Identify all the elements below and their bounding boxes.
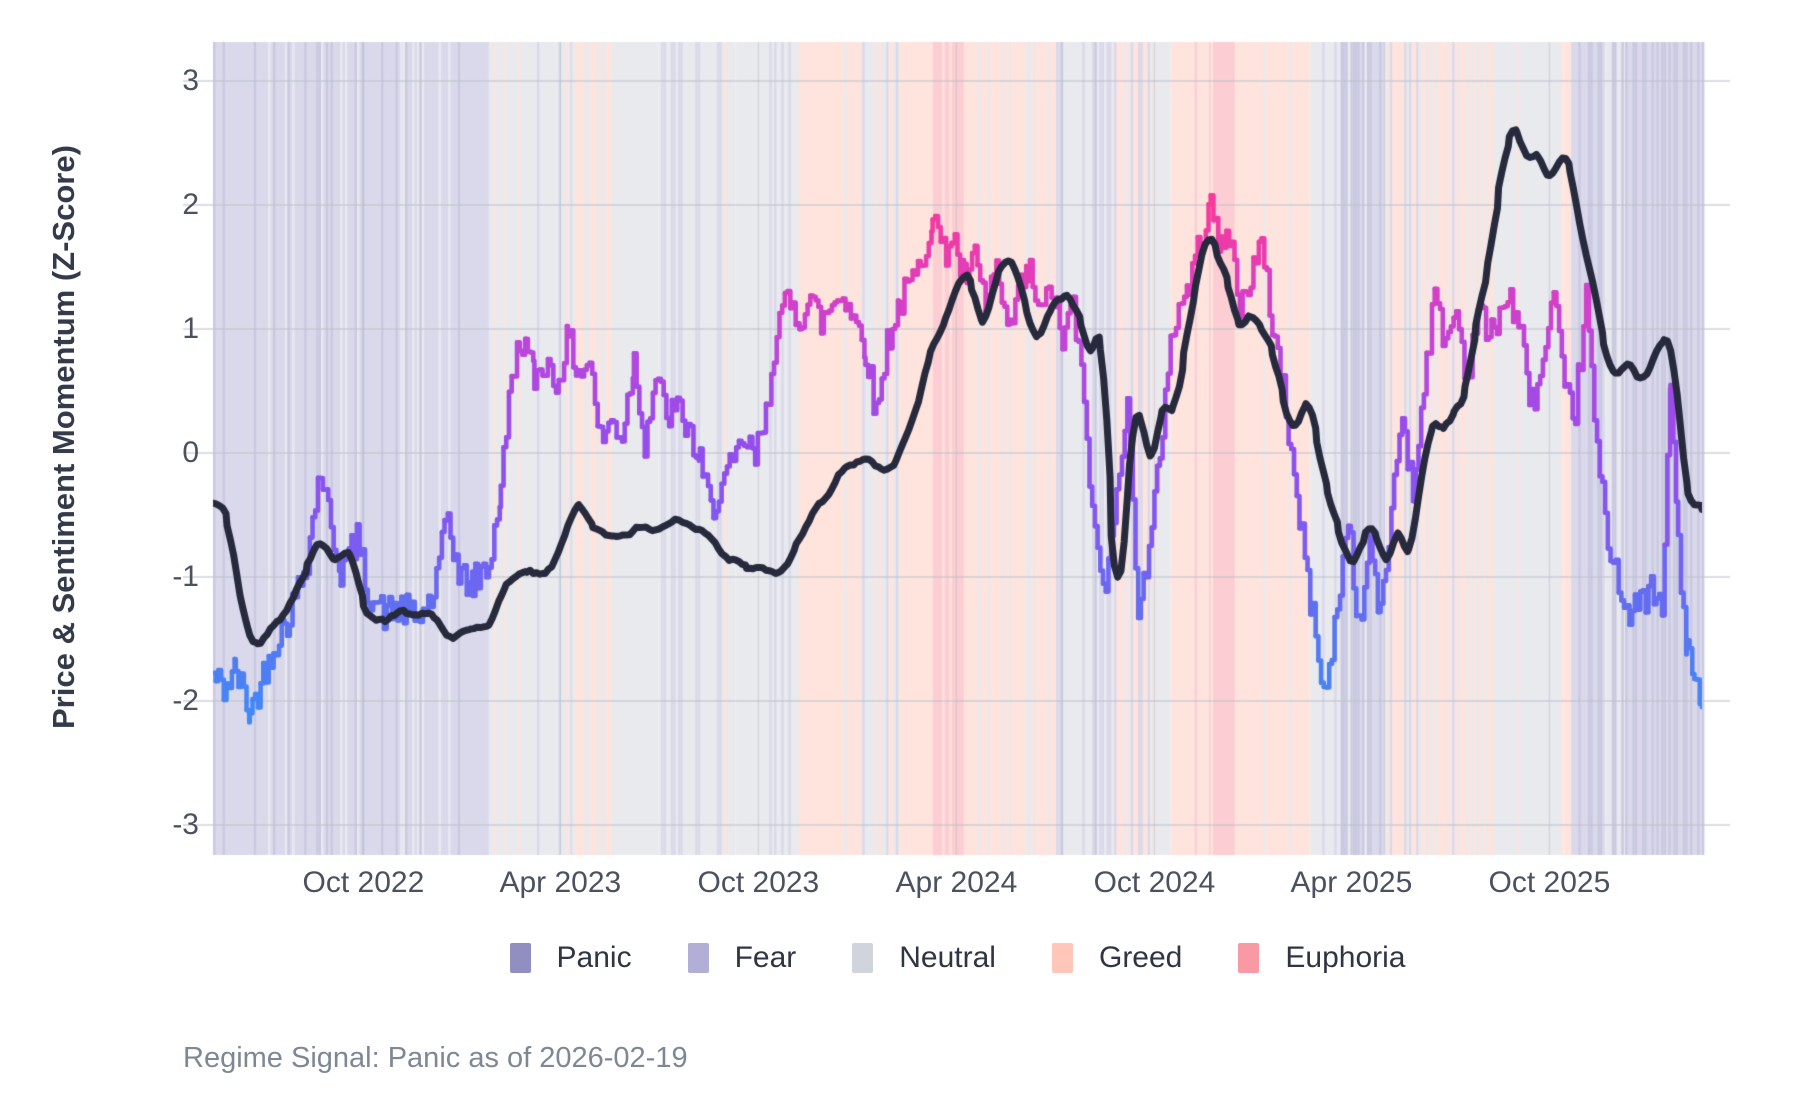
legend-item-neutral[interactable]: Neutral (852, 941, 996, 975)
y-tick-label: -3 (172, 808, 199, 841)
regime-signal-caption: Regime Signal: Panic as of 2026-02-19 (183, 1042, 688, 1074)
y-tick-label: 2 (182, 188, 199, 221)
panic-swatch-icon (509, 943, 531, 973)
x-tick-label: Apr 2024 (895, 866, 1018, 899)
legend-label: Greed (1098, 941, 1183, 974)
euphoria-swatch-icon (1238, 943, 1260, 973)
x-tick-label: Oct 2022 (302, 866, 425, 899)
legend-item-panic[interactable]: Panic (509, 941, 632, 975)
greed-swatch-icon (1051, 943, 1073, 973)
y-tick-label: -1 (172, 560, 199, 593)
y-tick-label: -2 (172, 684, 199, 717)
x-tick-label: Oct 2023 (697, 866, 820, 899)
regime-legend: Panic Fear Neutral Greed Euphoria (213, 941, 1702, 975)
legend-label: Euphoria (1285, 941, 1406, 974)
fear-swatch-icon (687, 943, 709, 973)
legend-item-fear[interactable]: Fear (687, 941, 797, 975)
legend-item-greed[interactable]: Greed (1051, 941, 1183, 975)
y-tick-label: 1 (182, 312, 199, 345)
legend-label: Neutral (899, 941, 996, 974)
x-tick-label: Apr 2025 (1290, 866, 1413, 899)
neutral-swatch-icon (852, 943, 874, 973)
y-tick-label: 3 (182, 64, 199, 97)
legend-item-euphoria[interactable]: Euphoria (1238, 941, 1405, 975)
x-tick-label: Apr 2023 (499, 866, 622, 899)
x-tick-label: Oct 2025 (1488, 866, 1611, 899)
legend-label: Panic (556, 941, 632, 974)
y-tick-label: 0 (182, 436, 199, 469)
legend-label: Fear (734, 941, 797, 974)
x-tick-label: Oct 2024 (1093, 866, 1216, 899)
